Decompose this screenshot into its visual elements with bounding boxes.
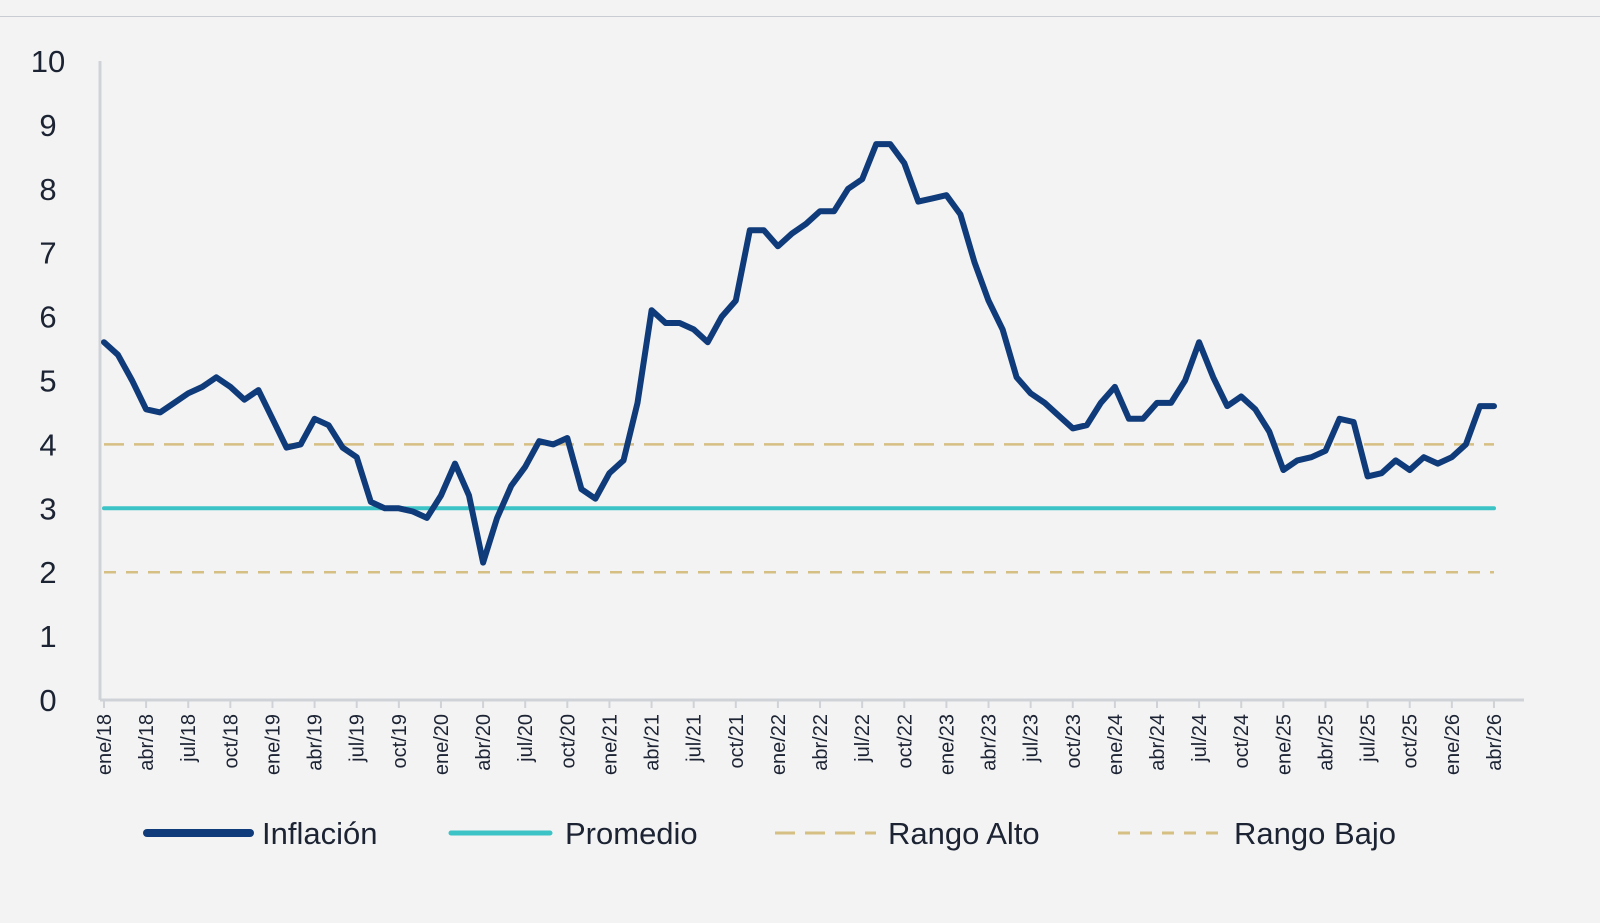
y-tick-label: 8 <box>39 172 56 207</box>
legend-label-promedio: Promedio <box>565 816 698 851</box>
x-tick-label: ene/24 <box>1105 714 1127 775</box>
x-tick-label: ene/22 <box>768 714 790 775</box>
legend-label-rango-alto: Rango Alto <box>888 816 1040 851</box>
axes <box>98 61 1524 702</box>
y-tick-label: 4 <box>39 427 56 462</box>
x-tick-label: ene/18 <box>94 714 116 775</box>
y-tick-label: 2 <box>39 555 56 590</box>
y-tick-label: 6 <box>39 300 56 335</box>
x-tick-label: oct/24 <box>1231 714 1253 768</box>
top-divider <box>0 16 1600 17</box>
y-tick-label: 10 <box>31 44 65 79</box>
x-tick-label: ene/26 <box>1442 714 1464 775</box>
x-tick-label: jul/19 <box>347 714 369 763</box>
legend: Inflación Promedio Rango Alto Rango Bajo <box>143 816 1396 851</box>
x-tick-label: abr/23 <box>979 714 1001 771</box>
x-tick-label: oct/18 <box>220 714 242 768</box>
y-tick-label: 0 <box>39 683 56 718</box>
y-tick-label: 9 <box>39 108 56 143</box>
y-tick-label: 3 <box>39 491 56 526</box>
legend-label-rango-bajo: Rango Bajo <box>1234 816 1396 851</box>
x-tick-label: abr/26 <box>1484 714 1506 771</box>
x-tick-label: ene/21 <box>599 714 621 775</box>
x-tick-label: jul/18 <box>178 714 200 763</box>
x-tick-label: abr/22 <box>810 714 832 771</box>
x-tick-labels: ene/18 abr/18 jul/18 oct/18 ene/19 abr/19 jul/… <box>94 700 1506 775</box>
x-tick-label: jul/21 <box>684 714 706 763</box>
x-tick-label: abr/21 <box>642 714 664 771</box>
x-tick-label: oct/23 <box>1063 714 1085 768</box>
x-tick-label: jul/20 <box>515 714 537 763</box>
y-tick-label: 1 <box>39 619 56 654</box>
y-tick-label: 5 <box>39 364 56 399</box>
x-tick-label: jul/25 <box>1358 714 1380 763</box>
series-lines <box>101 141 1497 574</box>
x-tick-label: oct/22 <box>894 714 916 768</box>
series-line-inflacion <box>101 141 1497 566</box>
x-tick-label: ene/19 <box>262 714 284 775</box>
x-tick-label: ene/20 <box>431 714 453 775</box>
legend-label-inflacion: Inflación <box>262 816 377 851</box>
x-tick-label: abr/25 <box>1315 714 1337 771</box>
x-tick-label: abr/19 <box>305 714 327 771</box>
x-tick-label: oct/20 <box>557 714 579 768</box>
x-tick-label: ene/25 <box>1273 714 1295 775</box>
x-tick-label: jul/22 <box>852 714 874 763</box>
x-tick-label: ene/23 <box>936 714 958 775</box>
x-tick-label: oct/21 <box>726 714 748 768</box>
x-tick-label: jul/23 <box>1021 714 1043 763</box>
x-tick-label: oct/25 <box>1400 714 1422 768</box>
x-tick-label: abr/20 <box>473 714 495 771</box>
x-tick-label: abr/18 <box>136 714 158 771</box>
y-tick-labels: 0 1 2 3 4 5 6 7 8 9 10 <box>31 44 65 718</box>
x-tick-label: oct/19 <box>389 714 411 768</box>
x-tick-label: abr/24 <box>1147 714 1169 771</box>
x-tick-label: jul/24 <box>1189 714 1211 763</box>
y-tick-label: 7 <box>39 236 56 271</box>
